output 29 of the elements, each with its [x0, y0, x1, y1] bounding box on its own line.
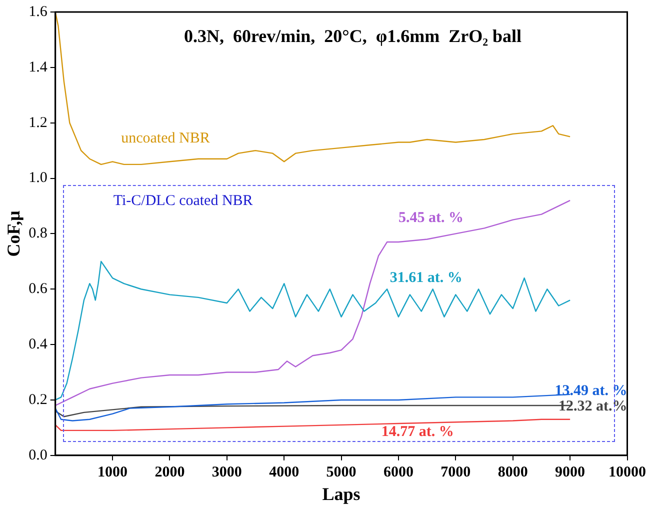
y-tick-label: 1.0	[28, 170, 48, 186]
y-axis-title: CoF,μ	[3, 210, 24, 257]
series-label: 31.61 at. %	[390, 270, 462, 286]
x-tick-label: 4000	[269, 464, 300, 480]
series-label: 13.49 at. %	[554, 382, 628, 399]
x-tick-label: 10000	[608, 464, 646, 480]
series-label: 5.45 at. %	[398, 210, 464, 226]
y-tick-label: 0.4	[28, 336, 48, 352]
series-label: 12.32 at.%	[558, 398, 628, 414]
text: 0.3N, 60rev/min, 20°C, φ1.6mm ZrO₂ ball	[184, 26, 522, 46]
y-tick-label: 0.0	[28, 447, 48, 464]
y-tick-label: 0.6	[28, 281, 48, 298]
x-tick-label: 8000	[498, 464, 528, 480]
y-tick-label: 0.8	[28, 226, 48, 242]
y-tick-label: 1.2	[28, 114, 48, 131]
y-tick-label: 1.6	[28, 4, 48, 20]
x-tick-label: 6000	[383, 464, 414, 480]
x-tick-label: 1000	[98, 464, 128, 480]
y-tick-label: 0.2	[28, 392, 48, 408]
y-tick-label: 1.4	[28, 59, 48, 76]
x-tick-label: 2000	[154, 464, 185, 480]
x-axis-title: Laps	[322, 484, 360, 504]
x-tick-label: 3000	[212, 464, 242, 480]
series-label: uncoated NBR	[121, 130, 210, 146]
annotation: Ti-C/DLC coated NBR	[113, 192, 253, 209]
x-tick-label: 7000	[440, 464, 471, 480]
series-label: 14.77 at. %	[381, 424, 454, 440]
x-tick-label: 9000	[555, 464, 586, 480]
x-tick-label: 5000	[326, 464, 356, 480]
